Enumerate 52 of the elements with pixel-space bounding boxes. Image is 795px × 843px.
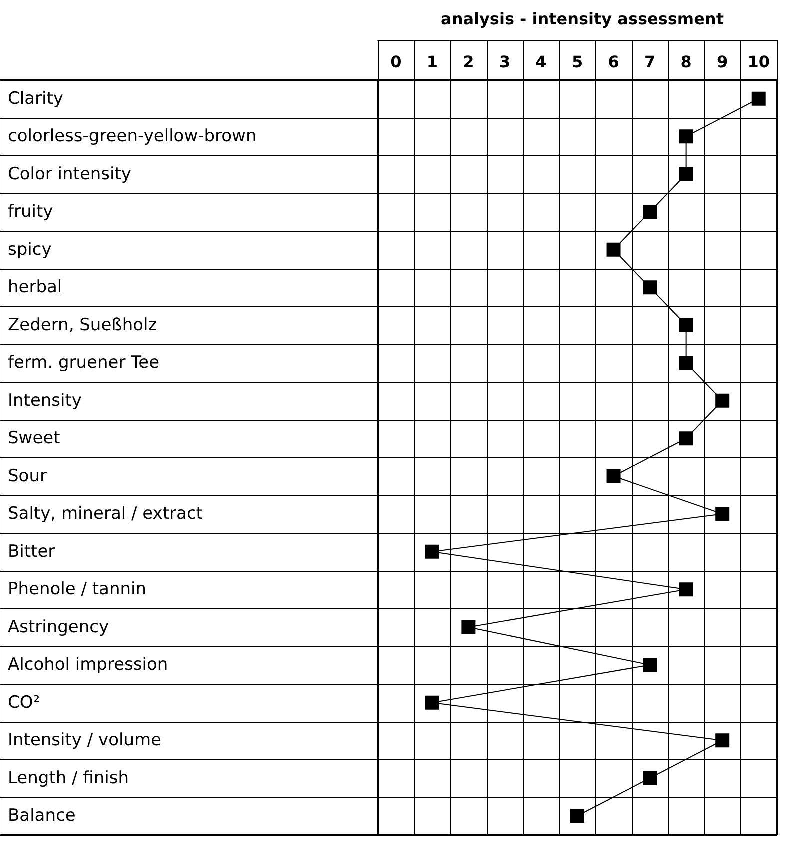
point: [643, 205, 658, 220]
point: [679, 130, 694, 144]
y-tick-label: Clarity: [8, 88, 64, 109]
x-tick-label: 8: [680, 52, 692, 72]
point: [716, 394, 730, 408]
y-tick-label: colorless-green-yellow-brown: [8, 126, 257, 147]
y-tick-label: spicy: [8, 240, 52, 260]
y-tick-label: Color intensity: [8, 164, 132, 184]
point: [425, 544, 440, 559]
y-tick-label: Intensity: [8, 390, 82, 411]
x-tick-label: 4: [536, 52, 547, 72]
point: [679, 318, 694, 332]
point: [606, 242, 621, 257]
point: [679, 167, 694, 182]
y-tick-label: Intensity / volume: [8, 730, 162, 751]
x-tick-label: 1: [426, 52, 438, 72]
x-tick-label: 5: [572, 52, 584, 72]
point: [716, 507, 730, 522]
y-tick-label: fruity: [8, 202, 54, 222]
x-tick-label: 3: [499, 52, 511, 72]
point: [716, 734, 730, 748]
point: [643, 280, 658, 295]
x-tick-label: 7: [644, 52, 656, 72]
y-tick-label: Salty, mineral / extract: [8, 504, 204, 524]
y-tick-label: Length / finish: [8, 768, 130, 788]
x-tick-label: 0: [390, 52, 402, 72]
point: [679, 432, 694, 446]
y-tick-label: herbal: [8, 278, 62, 298]
y-tick-label: CO²: [8, 692, 40, 713]
point: [643, 771, 658, 786]
y-tick-label: Sweet: [8, 428, 61, 449]
x-tick-label: 10: [748, 52, 770, 72]
point: [570, 809, 584, 824]
point: [643, 658, 658, 672]
y-tick-label: ferm. gruener Tee: [8, 353, 160, 374]
point: [752, 92, 766, 106]
x-tick-label: 6: [608, 52, 620, 72]
point: [462, 620, 476, 634]
y-tick-label: Bitter: [8, 542, 56, 562]
x-tick-label: 2: [463, 52, 474, 72]
point: [425, 696, 440, 710]
point: [679, 356, 694, 370]
chart-title: analysis - intensity assessment: [441, 10, 724, 28]
y-tick-label: Phenole / tannin: [8, 580, 147, 600]
point: [606, 469, 621, 484]
x-tick-label: 9: [717, 52, 728, 72]
y-tick-label: Balance: [8, 806, 76, 826]
y-tick-label: Alcohol impression: [8, 655, 168, 676]
y-tick-label: Sour: [8, 466, 47, 486]
y-tick-label: Zedern, Sueßholz: [8, 315, 158, 336]
point: [679, 582, 694, 597]
y-tick-label: Astringency: [8, 617, 110, 638]
